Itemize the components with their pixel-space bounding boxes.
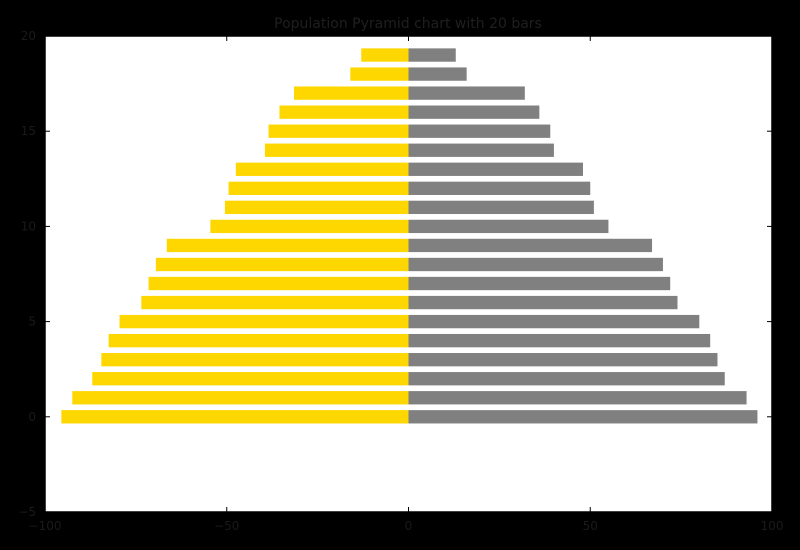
x-axis: −100 −50 0 50 100 (29, 36, 784, 533)
left-bar-2 (92, 372, 409, 386)
left-bar-13 (235, 162, 409, 176)
left-bar-15 (268, 124, 409, 138)
y-axis: −5 0 5 10 15 20 (18, 29, 772, 519)
right-bar-0 (408, 410, 758, 424)
right-bar-14 (408, 143, 554, 157)
left-bar-11 (224, 200, 409, 215)
x-tick-label: −50 (214, 519, 239, 533)
right-bar-10 (408, 219, 609, 234)
left-bar-12 (228, 181, 409, 195)
x-tick-label: −100 (29, 519, 62, 533)
right-bar-4 (408, 333, 711, 348)
left-bar-3 (101, 353, 409, 367)
chart-title: Population Pyramid chart with 20 bars (274, 16, 542, 32)
right-bar-8 (408, 257, 663, 272)
right-bar-15 (408, 124, 551, 138)
right-bar-3 (408, 353, 718, 367)
left-bar-8 (155, 257, 409, 272)
right-bar-18 (408, 67, 467, 81)
y-tick-label: 20 (21, 29, 36, 43)
x-tick-label: 100 (761, 519, 784, 533)
y-tick-label: 10 (21, 219, 36, 233)
y-tick-label: 15 (21, 124, 36, 138)
right-bar-16 (408, 105, 540, 119)
right-bar-19 (408, 48, 456, 62)
left-bar-0 (61, 410, 409, 424)
right-bar-17 (408, 86, 525, 100)
x-tick-label: 0 (405, 519, 413, 533)
left-bar-6 (141, 295, 409, 310)
y-tick-label: 5 (28, 315, 36, 329)
bars-group (61, 48, 758, 424)
left-bar-4 (108, 333, 409, 348)
right-bar-7 (408, 276, 671, 291)
left-bar-7 (148, 276, 409, 291)
right-bar-11 (408, 200, 594, 215)
left-bar-16 (279, 105, 409, 119)
right-bar-5 (408, 314, 700, 329)
left-bar-9 (166, 238, 409, 253)
right-bar-1 (408, 391, 747, 405)
left-bar-17 (293, 86, 409, 100)
right-bar-12 (408, 181, 591, 195)
y-tick-label: −5 (18, 505, 36, 519)
left-bar-19 (361, 48, 409, 62)
y-tick-label: 0 (28, 410, 36, 424)
left-bar-1 (72, 391, 409, 405)
right-bar-6 (408, 295, 678, 310)
left-bar-18 (350, 67, 409, 81)
right-bar-2 (408, 372, 725, 386)
right-bar-9 (408, 238, 653, 253)
right-bar-13 (408, 162, 583, 176)
x-tick-label: 50 (583, 519, 598, 533)
left-bar-14 (264, 143, 409, 157)
left-bar-10 (210, 219, 409, 234)
left-bar-5 (119, 314, 409, 329)
